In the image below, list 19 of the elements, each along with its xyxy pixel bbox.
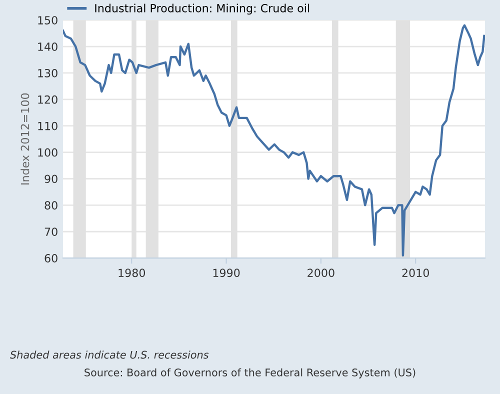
text: Shaded areas indicate U.S. recessions: [10, 350, 209, 359]
y-tick-label: 130: [38, 68, 58, 78]
y-tick-label: 60: [44, 254, 58, 262]
y-tick-label: 120: [38, 95, 58, 104]
x-tick-label: 2010: [402, 268, 429, 278]
y-tick-label: 70: [44, 228, 58, 236]
y-tick-label: 110: [38, 122, 58, 130]
y-tick-label: 100: [38, 148, 58, 157]
y-tick-label: 140: [38, 42, 58, 51]
y-tick-label: 150: [38, 16, 58, 24]
y-tick-label: 90: [44, 174, 58, 184]
legend-label: Industrial Production: Mining: Crude oil: [95, 4, 310, 15]
y-axis-title: Index 2012=100: [20, 93, 30, 184]
source-note: Source: Board of Governors of the Federal Reserve System (US): [84, 368, 416, 378]
x-tick-label: 1990: [213, 268, 240, 278]
x-tick-label: 1980: [118, 268, 146, 278]
line-series: [63, 24, 485, 257]
x-tick-label: 2000: [308, 268, 334, 278]
y-tick-label: 80: [44, 201, 58, 210]
